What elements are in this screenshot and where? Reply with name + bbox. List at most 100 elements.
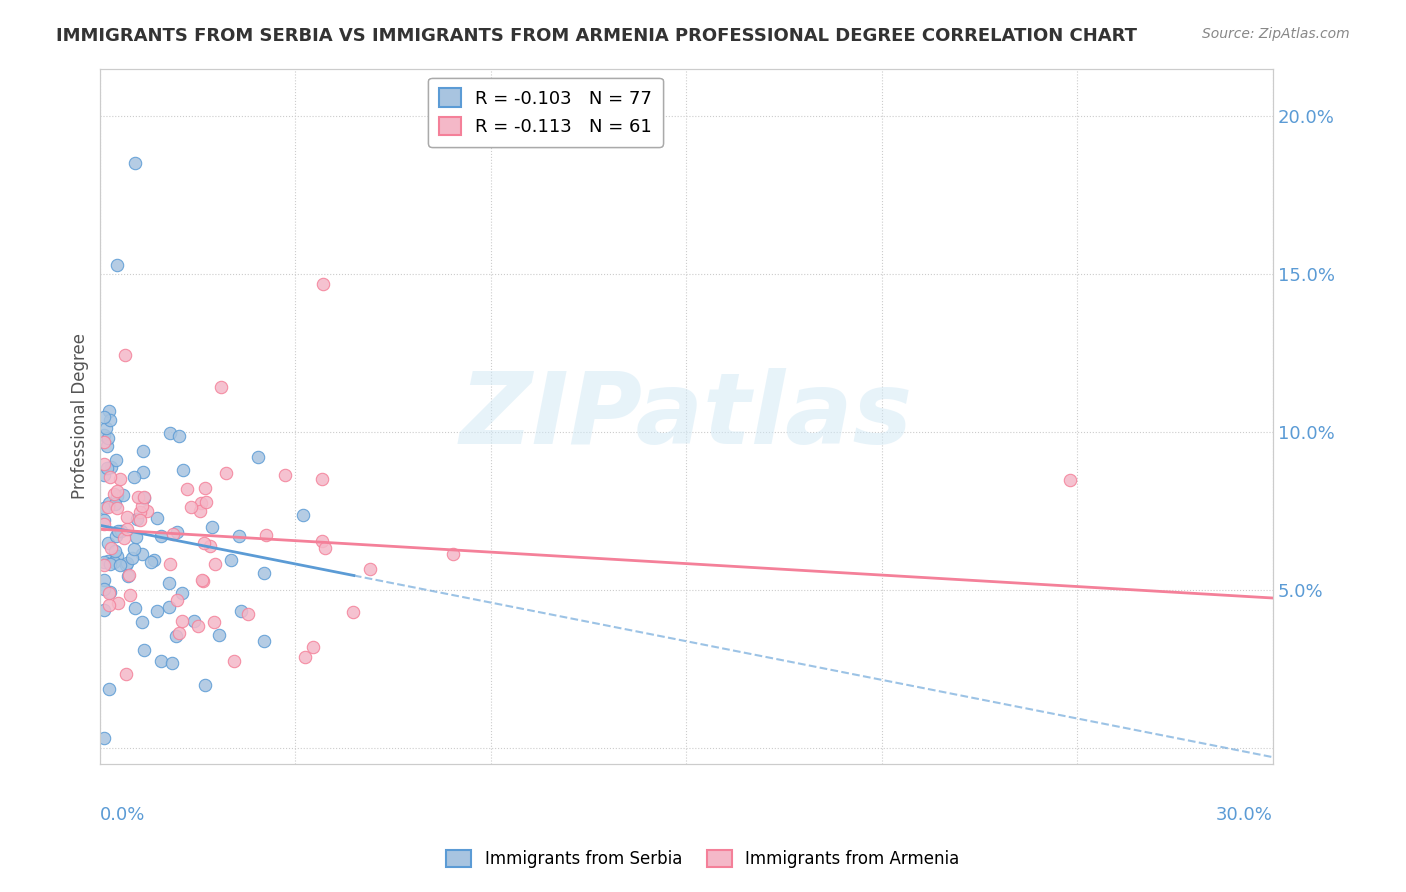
Point bbox=[166, 592, 188, 607]
Point bbox=[103, 487, 125, 501]
Point bbox=[254, 527, 277, 541]
Point bbox=[104, 452, 127, 467]
Point bbox=[131, 499, 153, 513]
Point bbox=[93, 516, 115, 531]
Point bbox=[105, 489, 128, 503]
Point bbox=[157, 600, 180, 615]
Point bbox=[129, 505, 152, 519]
Point bbox=[125, 512, 148, 526]
Point bbox=[166, 524, 188, 539]
Point bbox=[98, 557, 121, 571]
Point bbox=[204, 557, 226, 571]
Point bbox=[121, 551, 143, 566]
Point bbox=[115, 510, 138, 524]
Point bbox=[146, 604, 169, 618]
Point bbox=[176, 482, 198, 496]
Point bbox=[159, 557, 181, 571]
Point bbox=[105, 483, 128, 498]
Point bbox=[294, 649, 316, 664]
Point bbox=[200, 540, 222, 554]
Point bbox=[311, 534, 333, 549]
Point bbox=[201, 520, 224, 534]
Point bbox=[104, 497, 127, 511]
Point bbox=[302, 640, 325, 655]
Text: ZIPatlas: ZIPatlas bbox=[460, 368, 912, 465]
Point bbox=[312, 277, 335, 291]
Point bbox=[108, 473, 131, 487]
Point bbox=[157, 575, 180, 590]
Point bbox=[93, 731, 115, 745]
Point bbox=[136, 504, 159, 518]
Point bbox=[149, 529, 172, 543]
Point bbox=[146, 510, 169, 524]
Point bbox=[194, 481, 217, 495]
Point bbox=[173, 463, 195, 477]
Point bbox=[93, 468, 115, 483]
Point bbox=[97, 431, 120, 445]
Text: IMMIGRANTS FROM SERBIA VS IMMIGRANTS FROM ARMENIA PROFESSIONAL DEGREE CORRELATIO: IMMIGRANTS FROM SERBIA VS IMMIGRANTS FRO… bbox=[56, 27, 1137, 45]
Point bbox=[236, 607, 259, 621]
Point bbox=[98, 404, 121, 418]
Point bbox=[94, 421, 117, 435]
Point bbox=[93, 555, 115, 569]
Point bbox=[190, 496, 212, 510]
Point bbox=[96, 439, 118, 453]
Point bbox=[98, 682, 121, 697]
Point bbox=[191, 574, 214, 588]
Point bbox=[162, 526, 184, 541]
Point bbox=[93, 457, 115, 471]
Point bbox=[98, 470, 121, 484]
Point bbox=[107, 596, 129, 610]
Point bbox=[209, 380, 232, 394]
Point bbox=[104, 529, 127, 543]
Point bbox=[195, 495, 218, 509]
Point bbox=[129, 513, 152, 527]
Point bbox=[93, 603, 115, 617]
Point bbox=[167, 429, 190, 443]
Point bbox=[215, 466, 238, 480]
Point bbox=[246, 450, 269, 464]
Point bbox=[93, 582, 115, 597]
Point bbox=[208, 627, 231, 641]
Point bbox=[100, 459, 122, 474]
Point bbox=[134, 491, 156, 505]
Point bbox=[191, 573, 214, 587]
Point bbox=[98, 598, 121, 612]
Point bbox=[165, 629, 187, 643]
Point bbox=[100, 541, 122, 556]
Point bbox=[139, 555, 162, 569]
Point bbox=[98, 496, 121, 510]
Point bbox=[96, 461, 118, 475]
Point bbox=[122, 541, 145, 556]
Point bbox=[103, 544, 125, 558]
Point bbox=[125, 530, 148, 544]
Point bbox=[160, 656, 183, 670]
Point bbox=[93, 434, 115, 449]
Point bbox=[93, 558, 115, 572]
Point bbox=[93, 513, 115, 527]
Point bbox=[222, 653, 245, 667]
Point bbox=[115, 556, 138, 570]
Point bbox=[131, 443, 153, 458]
Point bbox=[111, 488, 134, 502]
Point bbox=[97, 500, 120, 515]
Point bbox=[142, 553, 165, 567]
Point bbox=[115, 558, 138, 572]
Point bbox=[314, 541, 336, 555]
Point bbox=[221, 553, 243, 567]
Point bbox=[131, 615, 153, 630]
Legend: Immigrants from Serbia, Immigrants from Armenia: Immigrants from Serbia, Immigrants from … bbox=[440, 843, 966, 875]
Point bbox=[105, 549, 128, 563]
Point bbox=[122, 469, 145, 483]
Point bbox=[228, 529, 250, 543]
Point bbox=[342, 605, 364, 619]
Point bbox=[98, 585, 121, 599]
Point bbox=[93, 427, 115, 442]
Point bbox=[273, 467, 295, 482]
Point bbox=[110, 558, 132, 573]
Point bbox=[194, 678, 217, 692]
Text: Source: ZipAtlas.com: Source: ZipAtlas.com bbox=[1202, 27, 1350, 41]
Legend: R = -0.103   N = 77, R = -0.113   N = 61: R = -0.103 N = 77, R = -0.113 N = 61 bbox=[429, 78, 662, 147]
Point bbox=[1059, 473, 1081, 487]
Point bbox=[167, 625, 190, 640]
